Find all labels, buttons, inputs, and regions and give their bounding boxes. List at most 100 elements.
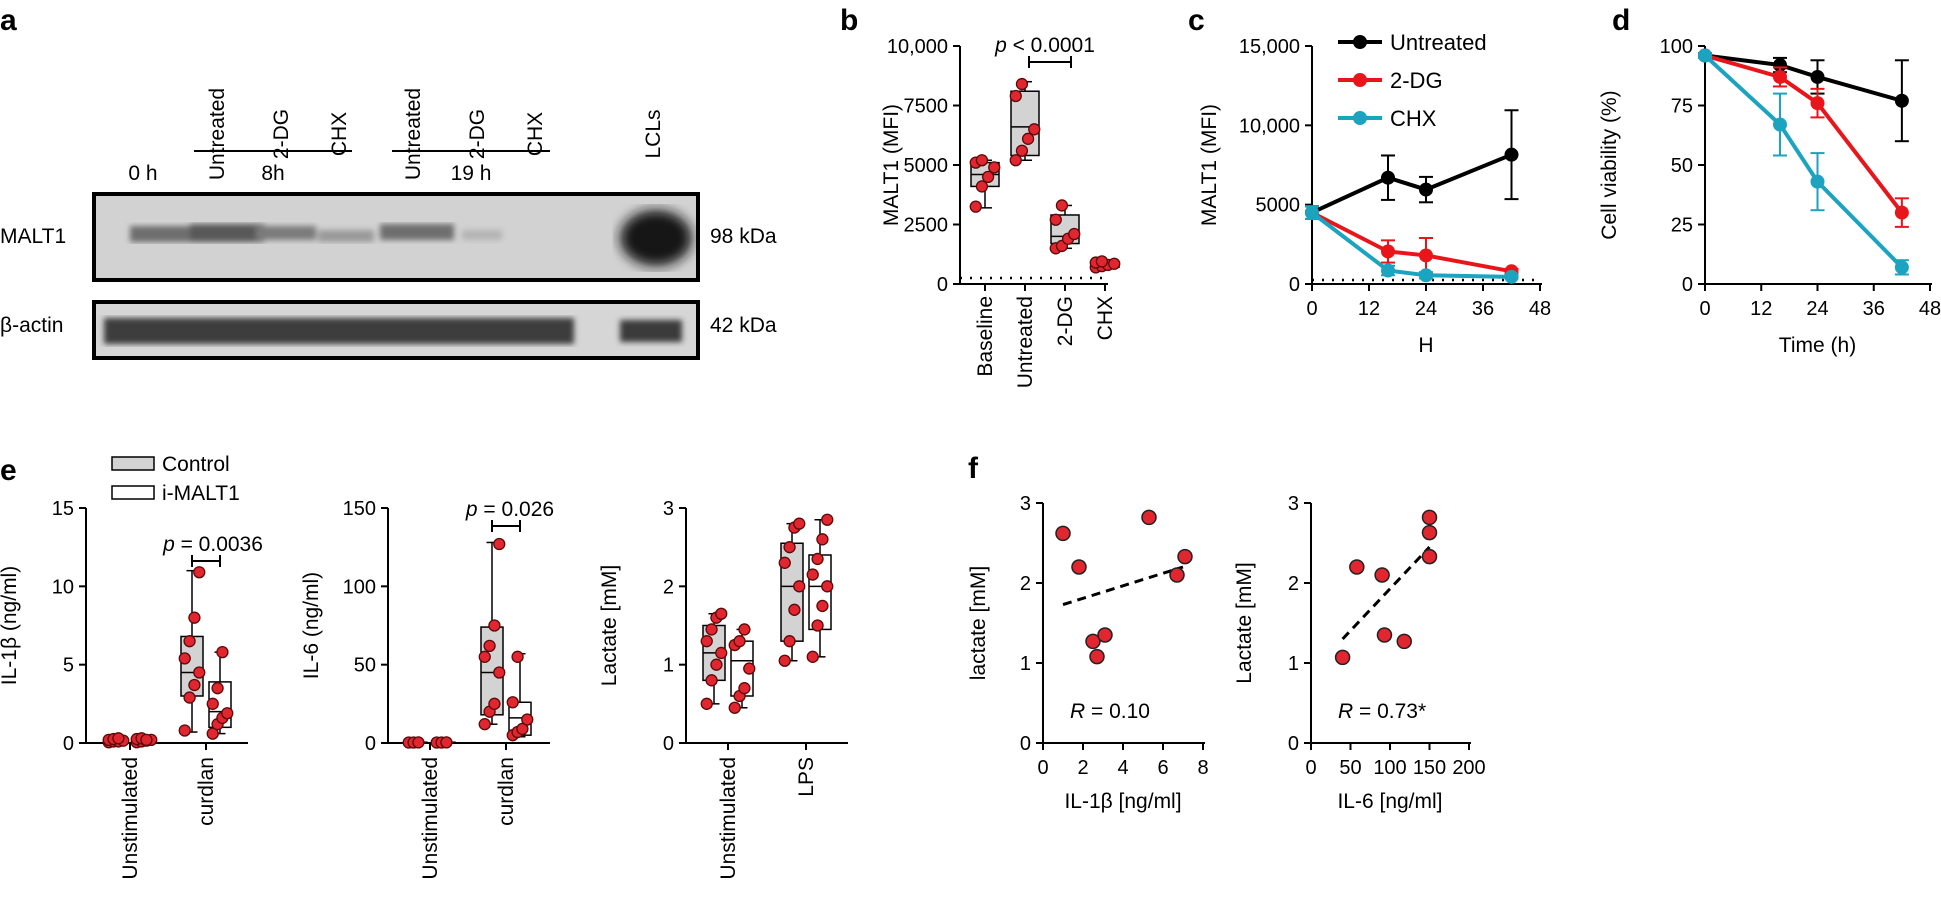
series-point-CHX bbox=[1504, 269, 1519, 284]
y-tick-label: 2 bbox=[1288, 573, 1299, 595]
x-category-label: Unstimulated bbox=[419, 757, 442, 880]
series-point-Untreated bbox=[1810, 69, 1825, 84]
lcl-band bbox=[620, 210, 692, 266]
box-3-point bbox=[216, 645, 229, 659]
y-tick-label: 1 bbox=[1020, 653, 1031, 675]
box-2-point bbox=[188, 611, 201, 624]
series-point-2-DG bbox=[1381, 244, 1395, 259]
y-tick-label: 25 bbox=[1671, 215, 1693, 237]
x-tick-label: 24 bbox=[1806, 298, 1828, 320]
x-tick-label: 0 bbox=[1306, 298, 1317, 320]
y-tick-label: 0 bbox=[663, 733, 674, 755]
series-point-2-DG bbox=[1773, 69, 1787, 84]
box-1-point bbox=[1015, 144, 1029, 157]
y-tick-label: 2 bbox=[663, 576, 674, 598]
series-point-2-DG bbox=[1810, 96, 1825, 111]
scatter-point bbox=[1089, 648, 1105, 665]
box-1-point bbox=[1015, 77, 1029, 91]
y-tick-label: 10 bbox=[52, 576, 74, 598]
lane-label-chx-19h: CHX bbox=[524, 112, 547, 156]
scatter-point bbox=[1396, 633, 1412, 650]
y-tick-label: 2500 bbox=[904, 215, 949, 237]
western-blot-panel: Untreated 2-DG CHX Untreated 2-DG CHX LC… bbox=[0, 88, 777, 360]
lane-label-untreated-8h: Untreated bbox=[206, 88, 229, 180]
box-2-point bbox=[183, 635, 196, 648]
x-tick-label: 100 bbox=[1373, 757, 1406, 779]
series-point-Untreated bbox=[1381, 170, 1395, 185]
x-tick-label: 0 bbox=[1699, 298, 1710, 320]
box-2-point bbox=[783, 635, 796, 648]
y-tick-label: 5000 bbox=[904, 155, 949, 177]
box-0-point bbox=[975, 180, 989, 193]
box-3-point bbox=[511, 650, 524, 663]
series-point-CHX bbox=[1698, 48, 1712, 63]
y-tick-label: 0 bbox=[63, 733, 74, 755]
series-line-CHX bbox=[1310, 211, 1512, 279]
scatter-point bbox=[1334, 649, 1351, 666]
scatter-point bbox=[1349, 559, 1365, 575]
box-0-point bbox=[705, 623, 718, 636]
panel-letter-b: b bbox=[840, 4, 858, 37]
box-3-point bbox=[211, 682, 224, 695]
box-2-point bbox=[1068, 227, 1081, 241]
lane-label-untreated-19h: Untreated bbox=[402, 88, 425, 180]
legend-label-2-DG: 2-DG bbox=[1390, 68, 1443, 93]
series-point-Untreated bbox=[1773, 58, 1787, 73]
x-axis-label: IL-1β [ng/ml] bbox=[1064, 790, 1181, 813]
x-tick-label: 0 bbox=[1305, 757, 1316, 779]
box-3-point bbox=[816, 533, 829, 546]
panel-letter-f: f bbox=[968, 452, 979, 485]
lane-label-lcls: LCLs bbox=[642, 109, 665, 158]
x-tick-label: 8 bbox=[1197, 757, 1208, 779]
series-point-Untreated bbox=[1419, 182, 1433, 197]
y-axis-label: lactate [mM] bbox=[967, 566, 990, 680]
y-tick-label: 2 bbox=[1020, 573, 1031, 595]
series-point-CHX bbox=[1773, 117, 1787, 132]
series-point-2-DG bbox=[1419, 248, 1433, 263]
y-tick-label: 100 bbox=[1660, 36, 1693, 58]
panel-letter-e: e bbox=[0, 454, 17, 487]
box-3-point bbox=[206, 727, 219, 740]
box-1-point bbox=[738, 623, 751, 636]
box-0-point bbox=[715, 607, 728, 620]
p-value-label: p = 0.026 bbox=[465, 498, 554, 521]
x-tick-label: 24 bbox=[1415, 298, 1437, 320]
y-tick-label: 5 bbox=[63, 655, 74, 677]
series-point-CHX bbox=[1381, 263, 1395, 278]
y-tick-label: 15 bbox=[52, 498, 74, 520]
legend-marker-CHX bbox=[1353, 111, 1367, 125]
box-3-point bbox=[811, 619, 824, 632]
box-2-point bbox=[478, 718, 491, 731]
legend-marker-Untreated bbox=[1353, 35, 1367, 49]
x-tick-label: 36 bbox=[1863, 298, 1885, 320]
box-2-point bbox=[488, 697, 501, 710]
y-tick-label: 0 bbox=[365, 733, 376, 755]
x-tick-label: 4 bbox=[1117, 757, 1128, 779]
y-axis-label: IL-6 (ng/ml) bbox=[300, 572, 323, 679]
box-0-point bbox=[412, 736, 425, 749]
box-3-point bbox=[806, 568, 819, 581]
series-point-Untreated bbox=[1894, 93, 1909, 108]
lane-label-chx-8h: CHX bbox=[328, 112, 351, 156]
box-1-point bbox=[1009, 154, 1022, 167]
y-tick-label: 0 bbox=[1289, 274, 1300, 296]
box-2-point bbox=[493, 537, 506, 551]
size-label-98kda: 98 kDa bbox=[710, 225, 777, 248]
x-axis-label: IL-6 [ng/ml] bbox=[1337, 790, 1442, 813]
regression-line bbox=[1341, 545, 1431, 641]
box-2-point bbox=[488, 619, 501, 632]
scatter-point bbox=[1071, 559, 1087, 575]
legend-swatch-control bbox=[111, 456, 155, 471]
box-0-point bbox=[112, 732, 125, 745]
p-value-label: p < 0.0001 bbox=[994, 34, 1095, 57]
x-tick-label: 12 bbox=[1750, 298, 1772, 320]
panel-letter-a: a bbox=[0, 4, 17, 37]
correlation-label: R = 0.73* bbox=[1338, 700, 1426, 723]
box-2-point bbox=[188, 678, 201, 692]
box-2-point bbox=[183, 691, 196, 704]
series-line-2-DG bbox=[1704, 53, 1904, 214]
y-tick-label: 10,000 bbox=[887, 36, 948, 58]
series-point-CHX bbox=[1894, 260, 1909, 275]
x-tick-label: 48 bbox=[1919, 298, 1941, 320]
